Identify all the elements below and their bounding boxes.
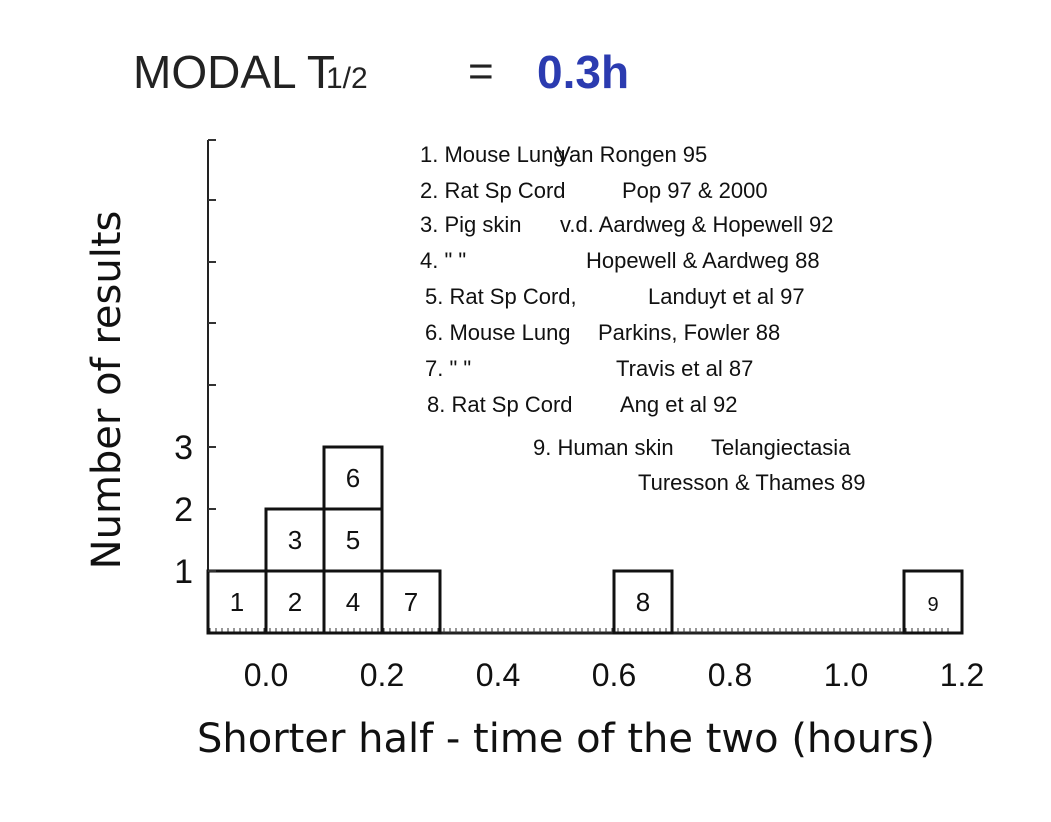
- bar-result-label: 4: [346, 587, 360, 617]
- y-tick-label: 2: [174, 491, 193, 529]
- x-tick-label: 0.2: [360, 657, 404, 693]
- legend-reference: Travis et al 87: [616, 356, 753, 381]
- y-tick-labels: 1 2 3: [174, 429, 216, 591]
- legend-reference: Telangiectasia: [711, 435, 851, 460]
- modal-header: MODAL T 1/2 = 0.3h: [133, 46, 629, 98]
- x-axis-label: Shorter half - time of the two (hours): [197, 716, 935, 762]
- bar-result-label: 2: [288, 587, 302, 617]
- legend-reference: Ang et al 92: [620, 392, 737, 417]
- bar-result-label: 9: [927, 594, 938, 616]
- legend-study: 7. " ": [425, 356, 471, 381]
- legend-reference: Landuyt et al 97: [648, 284, 805, 309]
- histogram-bar: [612, 569, 674, 635]
- header-value: 0.3h: [537, 46, 629, 98]
- bar-result-label: 3: [288, 525, 302, 555]
- x-tick-label: 1.2: [940, 657, 984, 693]
- legend-study: 6. Mouse Lung: [425, 320, 571, 345]
- x-tick-label: 0.8: [708, 657, 752, 693]
- bar-result-label: 7: [404, 587, 418, 617]
- x-tick-label: 0.4: [476, 657, 520, 693]
- histogram-bar: [322, 445, 384, 635]
- legend-study: 5. Rat Sp Cord,: [425, 284, 577, 309]
- bar-result-label: 8: [636, 587, 650, 617]
- x-tick-label: 0.6: [592, 657, 636, 693]
- bar-result-label: 6: [346, 463, 360, 493]
- x-tick-label: 1.0: [824, 657, 868, 693]
- x-tick-labels: 0.0 0.2 0.4 0.6 0.8 1.0 1.2: [244, 657, 984, 693]
- legend-reference: Hopewell & Aardweg 88: [586, 248, 820, 273]
- legend-reference: Van Rongen 95: [556, 142, 707, 167]
- legend-reference: Parkins, Fowler 88: [598, 320, 780, 345]
- y-upper-ticks: [208, 139, 216, 386]
- legend-study: 3. Pig skin: [420, 212, 522, 237]
- legend-reference: v.d. Aardweg & Hopewell 92: [560, 212, 834, 237]
- histogram-bars: 1 2 3 4 5 6 7 8 9: [206, 445, 964, 635]
- header-equals: =: [468, 47, 494, 96]
- legend-reference: Turesson & Thames 89: [638, 470, 865, 495]
- y-tick-label: 1: [174, 553, 193, 591]
- legend-reference: Pop 97 & 2000: [622, 178, 768, 203]
- histogram-bar: [902, 569, 964, 635]
- histogram-bar: [380, 569, 442, 635]
- legend-study: 2. Rat Sp Cord: [420, 178, 566, 203]
- y-tick-label: 3: [174, 429, 193, 467]
- legend-study: 9. Human skin: [533, 435, 674, 460]
- legend-study: 8. Rat Sp Cord: [427, 392, 573, 417]
- bar-result-label: 5: [346, 525, 360, 555]
- bar-result-label: 1: [230, 587, 244, 617]
- x-tick-label: 0.0: [244, 657, 288, 693]
- legend-study: 4. " ": [420, 248, 466, 273]
- header-subscript: 1/2: [326, 62, 368, 95]
- y-axis-label: Number of results: [84, 211, 130, 570]
- header-label: MODAL T: [133, 46, 335, 98]
- legend-study: 1. Mouse Lung: [420, 142, 566, 167]
